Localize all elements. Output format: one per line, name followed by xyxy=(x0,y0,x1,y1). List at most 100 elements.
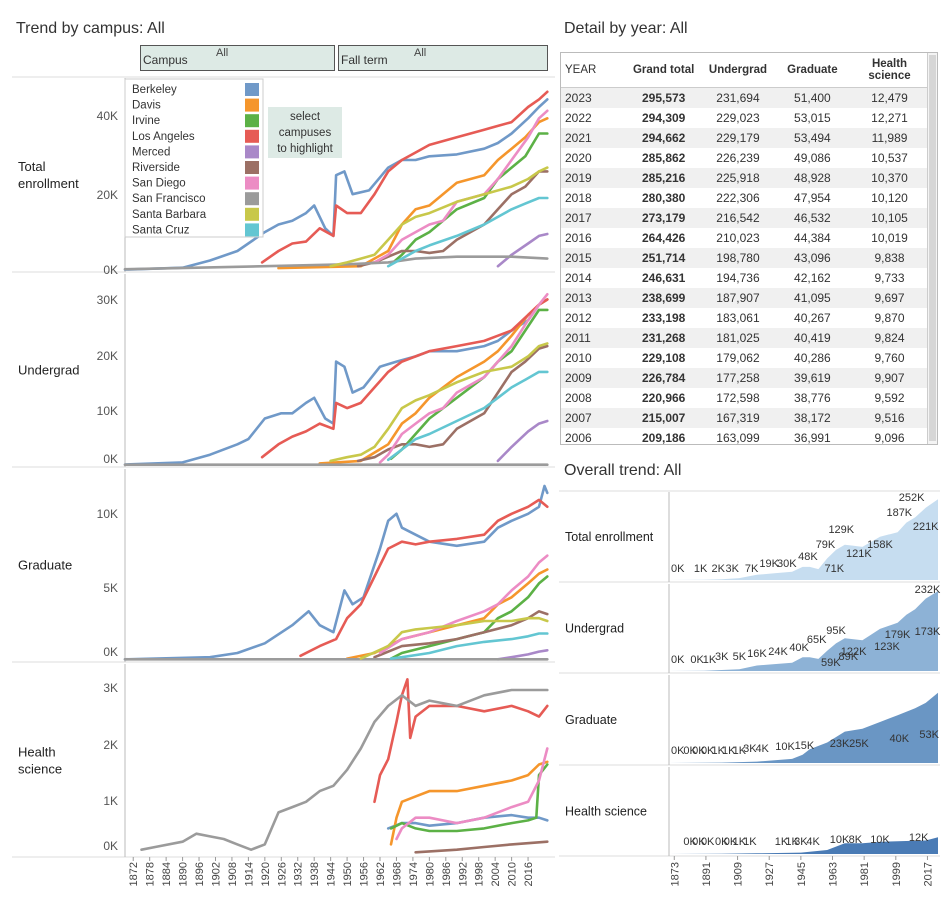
panel-label: Health science xyxy=(565,805,647,819)
table-cell: 2020 xyxy=(565,151,592,165)
table-scrollbar[interactable] xyxy=(927,53,937,444)
table-cell: 187,907 xyxy=(701,288,775,308)
data-label: 1K xyxy=(775,836,789,848)
x-tick-label: 1938 xyxy=(309,862,321,886)
x-tick-label: 1963 xyxy=(828,862,840,886)
table-cell: 295,573 xyxy=(626,87,702,108)
column-header[interactable]: Undergrad xyxy=(701,53,775,88)
area-fill xyxy=(669,499,938,580)
table-cell: 42,162 xyxy=(794,271,831,285)
table-cell: 238,699 xyxy=(626,288,702,308)
legend-item-label: Santa Cruz xyxy=(132,224,190,236)
table-row: 2015 251,714 198,780 43,096 9,838 xyxy=(561,248,929,268)
highlight-hint-box xyxy=(268,107,342,158)
table-row: 2008 220,966 172,598 38,776 9,592 xyxy=(561,388,929,408)
column-header[interactable]: YEAR xyxy=(561,53,627,88)
series-line-los-angeles xyxy=(373,678,549,804)
table-cell: 2017 xyxy=(561,208,627,228)
data-label: 1K xyxy=(785,836,799,848)
panel-label: Health science xyxy=(18,745,62,777)
legend-box xyxy=(124,78,264,238)
series-line-irvine xyxy=(389,132,549,266)
data-label: 221K xyxy=(913,521,939,533)
data-label: 53K xyxy=(919,729,939,741)
panel-label-line: enrollment xyxy=(18,176,79,191)
table-row: 2013 238,699 187,907 41,095 9,697 xyxy=(561,288,929,308)
series-line-santa-cruz xyxy=(386,370,549,462)
data-label: 0K xyxy=(683,836,697,848)
table-row: 2014 246,631 194,736 42,162 9,733 xyxy=(561,268,929,288)
data-label: 0K xyxy=(724,836,738,848)
series-line-santa-barbara xyxy=(329,342,549,463)
table-row: 2020 285,862 226,239 49,086 10,537 xyxy=(561,148,929,168)
data-label: 123K xyxy=(874,641,900,653)
x-tick-label: 1890 xyxy=(178,862,190,886)
y-tick-label: 2K xyxy=(103,738,118,752)
table-cell: 9,760 xyxy=(874,351,905,365)
data-label: 71K xyxy=(824,563,844,575)
data-label: 187K xyxy=(886,507,912,519)
detail-by-year-title: Detail by year: All xyxy=(564,20,688,37)
x-tick-label: 1962 xyxy=(375,862,387,886)
data-label: 19K xyxy=(759,558,779,570)
table-cell: 198,780 xyxy=(701,248,775,268)
table-cell: 11,989 xyxy=(850,128,929,148)
series-line-davis xyxy=(389,760,549,846)
table-cell: 12,271 xyxy=(871,111,908,125)
panel-label: Undergrad xyxy=(565,622,624,636)
y-tick-label: 20K xyxy=(97,188,118,202)
table-cell: 47,954 xyxy=(794,191,831,205)
table-cell: 9,733 xyxy=(874,271,905,285)
table-cell: 2008 xyxy=(565,391,592,405)
fall-term-filter[interactable]: Fall term All xyxy=(338,45,548,71)
data-label: 0K xyxy=(671,654,685,666)
data-label: 1K xyxy=(694,563,708,575)
table-cell: 231,694 xyxy=(701,87,775,108)
table-cell: 181,025 xyxy=(701,328,775,348)
x-tick-label: 1944 xyxy=(326,862,338,886)
data-label: 0K xyxy=(715,836,729,848)
series-line-riverside xyxy=(414,840,549,854)
data-label: 3K xyxy=(743,743,757,755)
y-tick-label: 30K xyxy=(97,293,118,307)
series-line-riverside xyxy=(356,344,549,463)
area-fill xyxy=(669,692,938,763)
x-tick-label: 2017 xyxy=(922,862,934,886)
table-cell: 183,061 xyxy=(716,311,760,325)
table-cell: 9,096 xyxy=(874,431,905,445)
table-cell: 229,179 xyxy=(701,128,775,148)
legend-item-label: Davis xyxy=(132,100,161,112)
data-label: 16K xyxy=(747,648,767,660)
table-cell: 2018 xyxy=(565,191,592,205)
data-label: 48K xyxy=(798,551,818,563)
legend-swatch xyxy=(245,129,259,143)
column-header[interactable]: Grand total xyxy=(626,53,702,88)
table-scrollbar-thumb[interactable] xyxy=(929,55,936,441)
table-cell: 209,186 xyxy=(641,431,686,445)
table-cell: 2022 xyxy=(565,111,592,125)
campus-filter[interactable]: Campus All xyxy=(140,45,335,71)
series-line-berkeley xyxy=(123,298,549,466)
x-tick-label: 1981 xyxy=(859,862,871,886)
x-tick-label: 1992 xyxy=(457,862,469,886)
x-tick-label: 1974 xyxy=(408,862,420,886)
legend-swatch xyxy=(245,98,259,112)
table-cell: 9,824 xyxy=(850,328,929,348)
table-cell: 40,286 xyxy=(794,351,831,365)
series-line-los-angeles xyxy=(260,298,549,459)
series-line-santa-cruz xyxy=(386,196,549,268)
x-tick-label: 1920 xyxy=(260,862,272,886)
data-label: 10K xyxy=(870,834,890,846)
data-label: 4K xyxy=(755,743,769,755)
panel-label: Graduate xyxy=(18,558,72,573)
series-line-merced xyxy=(496,419,549,463)
table-cell: 41,095 xyxy=(774,288,851,308)
panel-label: Graduate xyxy=(565,713,617,727)
column-header[interactable]: Health science xyxy=(850,53,929,88)
x-tick-label: 1908 xyxy=(227,862,239,886)
column-header[interactable]: Graduate xyxy=(774,53,851,88)
detail-table-header: YEAR Grand total Undergrad Graduate Health s… xyxy=(561,53,929,88)
x-tick-label: 1896 xyxy=(194,862,206,886)
table-cell: 38,172 xyxy=(774,408,851,428)
